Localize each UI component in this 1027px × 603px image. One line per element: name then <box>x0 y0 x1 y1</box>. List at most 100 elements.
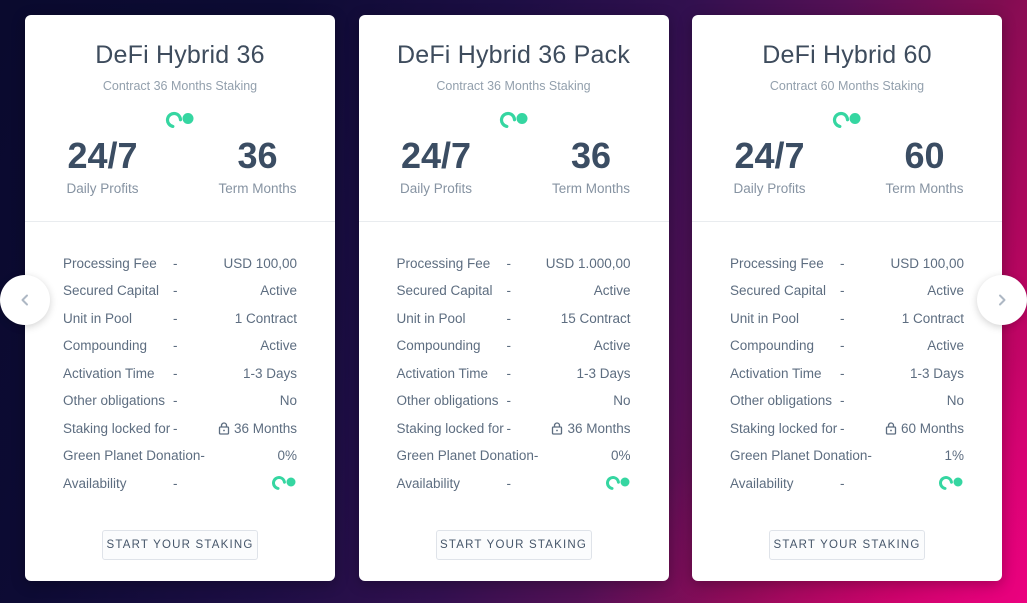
stat-value: 24/7 <box>67 135 138 176</box>
row-separator: - <box>173 310 178 326</box>
row-label: Availability <box>396 475 461 491</box>
row-value: 36 Months <box>521 421 631 436</box>
row-value: Active <box>593 338 631 354</box>
row-value: No <box>279 393 297 409</box>
row-separator: - <box>840 255 845 271</box>
row-separator: - <box>173 283 178 299</box>
row-separator: - <box>173 338 178 354</box>
row-processing-fee: Processing Fee - USD 1.000,00 <box>397 250 631 278</box>
row-separator: - <box>840 310 845 326</box>
row-value: 1-3 Days <box>242 365 297 381</box>
start-staking-button[interactable]: START YOUR STAKING <box>769 530 925 561</box>
stat-label: Daily Profits <box>733 180 806 196</box>
row-label: Staking locked for <box>730 420 838 436</box>
row-activation-time: Activation Time - 1-3 Days <box>63 360 297 388</box>
row-label: Green Planet Donation <box>730 448 868 464</box>
row-compounding: Compounding - Active <box>730 332 964 360</box>
row-value: 0% <box>277 448 297 464</box>
plan-subtitle: Contract 60 Months Staking <box>769 79 925 93</box>
row-other-obligations: Other obligations - No <box>63 387 297 415</box>
card-divider <box>358 220 669 222</box>
plan-feature-table: Processing Fee - USD 1.000,00 Secured Ca… <box>359 222 669 498</box>
row-value-text: 60 Months <box>900 420 964 436</box>
carousel-prev-button[interactable] <box>0 275 50 325</box>
plan-subtitle: Contract 36 Months Staking <box>102 79 258 93</box>
stat-term-months: 36 Term Months <box>180 136 335 196</box>
row-separator: - <box>867 448 872 464</box>
row-separator: - <box>840 365 845 381</box>
row-unit-in-pool: Unit in Pool - 15 Contract <box>397 305 631 333</box>
row-separator: - <box>506 283 512 299</box>
stat-value: 36 <box>237 135 278 176</box>
row-label: Availability <box>730 475 794 491</box>
row-secured-capital: Secured Capital - Active <box>63 277 297 305</box>
plan-subtitle: Contract 36 Months Staking <box>436 79 591 93</box>
row-processing-fee: Processing Fee - USD 100,00 <box>63 250 297 278</box>
row-label: Unit in Pool <box>63 310 133 326</box>
plans-carousel: DeFi Hybrid 36 Contract 36 Months Stakin… <box>0 15 1027 581</box>
row-separator: - <box>533 448 539 464</box>
stat-value: 60 <box>904 135 945 176</box>
stat-label: Daily Profits <box>66 180 139 196</box>
row-value <box>521 475 631 492</box>
row-value: 15 Contract <box>560 310 631 326</box>
row-green-planet-donation: Green Planet Donation - 0% <box>397 442 631 470</box>
row-compounding: Compounding - Active <box>397 332 631 360</box>
row-label: Secured Capital <box>63 283 160 299</box>
plan-title: DeFi Hybrid 36 <box>95 41 265 69</box>
row-separator: - <box>173 393 178 409</box>
lock-icon <box>218 422 230 435</box>
row-value: 1-3 Days <box>909 365 964 381</box>
row-label: Availability <box>63 475 127 491</box>
row-value <box>854 475 964 492</box>
row-label: Staking locked for <box>63 420 171 436</box>
stat-daily-profits: 24/7 Daily Profits <box>25 136 180 196</box>
start-staking-button[interactable]: START YOUR STAKING <box>435 530 592 561</box>
row-separator: - <box>173 255 178 271</box>
row-label: Staking locked for <box>396 420 504 436</box>
row-label: Unit in Pool <box>396 310 466 326</box>
carousel-next-button[interactable] <box>977 275 1027 325</box>
plan-stats: 24/7 Daily Profits 36 Term Months <box>25 136 335 196</box>
row-unit-in-pool: Unit in Pool - 1 Contract <box>63 305 297 333</box>
row-green-planet-donation: Green Planet Donation - 0% <box>63 442 297 470</box>
row-value-text: 36 Months <box>567 420 631 436</box>
row-separator: - <box>506 255 512 271</box>
stat-value: 36 <box>570 135 612 176</box>
row-staking-locked: Staking locked for - 60 Months <box>730 415 964 443</box>
row-label: Other obligations <box>730 393 833 409</box>
row-separator: - <box>840 283 845 299</box>
row-value: 36 Months <box>187 421 297 436</box>
start-staking-button[interactable]: START YOUR STAKING <box>102 530 258 561</box>
row-separator: - <box>506 475 512 491</box>
plan-stats: 24/7 Daily Profits 60 Term Months <box>692 136 1002 196</box>
row-compounding: Compounding - Active <box>63 332 297 360</box>
plan-card-defi-hybrid-60: DeFi Hybrid 60 Contract 60 Months Stakin… <box>692 15 1002 581</box>
availability-status-icon <box>939 475 964 492</box>
card-divider <box>25 220 335 222</box>
plan-feature-table: Processing Fee - USD 100,00 Secured Capi… <box>692 222 1002 498</box>
row-value: 1-3 Days <box>576 365 631 381</box>
stat-label: Daily Profits <box>399 180 472 196</box>
plan-feature-table: Processing Fee - USD 100,00 Secured Capi… <box>25 222 335 498</box>
spinner-dot-icon <box>498 110 529 130</box>
stat-value: 24/7 <box>400 135 472 176</box>
row-value <box>187 475 297 492</box>
row-value: Active <box>260 338 297 354</box>
row-label: Processing Fee <box>63 255 157 271</box>
card-divider <box>692 220 1002 222</box>
row-activation-time: Activation Time - 1-3 Days <box>397 360 631 388</box>
plan-stats: 24/7 Daily Profits 36 Term Months <box>359 136 669 196</box>
row-separator: - <box>840 393 845 409</box>
row-processing-fee: Processing Fee - USD 100,00 <box>730 250 964 278</box>
row-separator: - <box>173 475 178 491</box>
row-value: Active <box>927 283 964 299</box>
plan-card-defi-hybrid-36-pack: DeFi Hybrid 36 Pack Contract 36 Months S… <box>358 15 669 581</box>
spinner-dot-icon <box>832 110 862 130</box>
row-label: Compounding <box>730 338 815 354</box>
chevron-right-icon <box>995 293 1009 307</box>
row-value-text: 36 Months <box>233 420 297 436</box>
stat-label: Term Months <box>218 180 297 196</box>
row-label: Activation Time <box>730 365 822 381</box>
